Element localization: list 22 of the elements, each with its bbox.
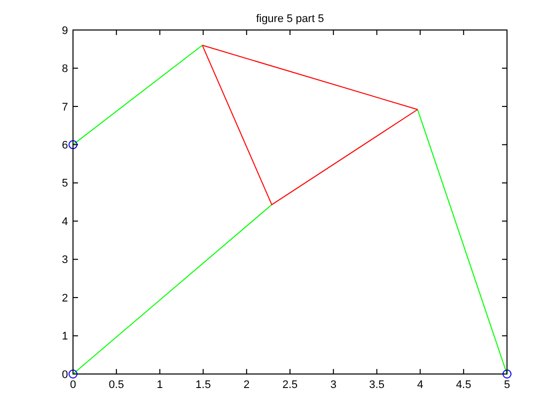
y-tick-label: 7 [62,101,68,114]
y-tick-label: 6 [62,140,68,152]
y-tick-label: 9 [62,24,68,37]
x-tick-label: 5 [504,379,510,391]
x-tick-label: 3.5 [369,379,384,391]
x-tick-label: 3 [330,379,336,391]
x-tick-label: 2 [244,379,250,391]
chart-title: figure 5 part 5 [256,13,324,25]
x-tick-label: 1 [156,379,163,391]
x-tick-label: 2.5 [282,379,298,391]
y-tick-label: 2 [62,292,68,304]
x-tick-label: 1.5 [196,379,211,391]
y-tick-label: 1 [62,330,68,343]
x-tick-label: 4 [417,379,424,391]
x-tick-label: 0.5 [108,379,124,391]
y-tick-label: 4 [62,216,68,228]
x-tick-label: 4.5 [456,379,472,391]
y-tick-label: 8 [62,63,68,76]
x-tick-label: 0 [70,379,76,391]
y-tick-label: 3 [62,254,68,266]
y-tick-label: 5 [62,178,68,190]
y-tick-label: 0 [62,368,68,381]
